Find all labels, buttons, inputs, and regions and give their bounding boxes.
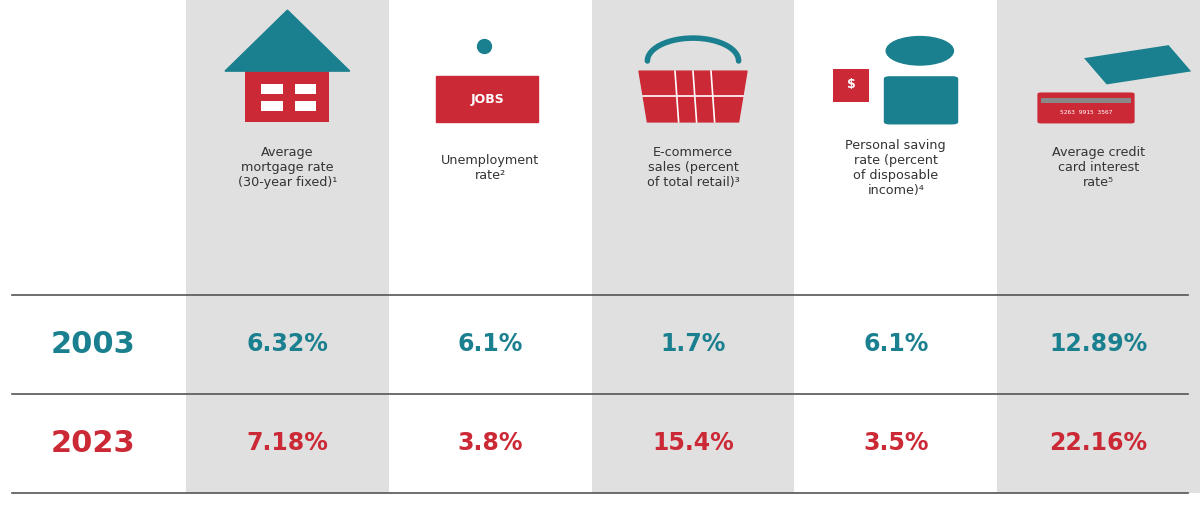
- Text: 5263 9915 3567: 5263 9915 3567: [1060, 110, 1112, 115]
- Text: Average credit
card interest
rate⁵: Average credit card interest rate⁵: [1052, 146, 1145, 189]
- Text: 3.8%: 3.8%: [457, 431, 523, 455]
- Text: 3.5%: 3.5%: [863, 431, 929, 455]
- Text: 2023: 2023: [50, 429, 136, 458]
- Text: 15.4%: 15.4%: [652, 431, 734, 455]
- Text: 2003: 2003: [50, 330, 136, 359]
- Text: 6.1%: 6.1%: [863, 332, 929, 356]
- Text: 22.16%: 22.16%: [1050, 431, 1147, 455]
- Text: E-commerce
sales (percent
of total retail)³: E-commerce sales (percent of total retai…: [647, 146, 739, 189]
- Text: 12.89%: 12.89%: [1050, 332, 1147, 356]
- Bar: [295, 84, 317, 94]
- Text: Personal saving
rate (percent
of disposable
income)⁴: Personal saving rate (percent of disposa…: [846, 139, 946, 197]
- Bar: [295, 101, 317, 111]
- Bar: [262, 101, 283, 111]
- Polygon shape: [1084, 45, 1192, 84]
- Bar: [833, 69, 869, 102]
- Polygon shape: [226, 10, 350, 71]
- Text: JOBS: JOBS: [470, 92, 505, 106]
- Bar: [245, 71, 329, 122]
- Polygon shape: [640, 71, 748, 122]
- Bar: [1042, 98, 1132, 103]
- Text: Unemployment
rate²: Unemployment rate²: [442, 153, 539, 182]
- FancyBboxPatch shape: [1037, 92, 1135, 123]
- Text: Average
mortgage rate
(30-year fixed)¹: Average mortgage rate (30-year fixed)¹: [238, 146, 337, 189]
- Text: 7.18%: 7.18%: [246, 431, 329, 455]
- Text: 6.1%: 6.1%: [457, 332, 523, 356]
- Bar: [186, 0, 389, 493]
- Text: 1.7%: 1.7%: [660, 332, 726, 356]
- FancyBboxPatch shape: [883, 76, 958, 124]
- Text: $: $: [847, 78, 856, 91]
- Bar: [592, 0, 794, 493]
- Bar: [262, 84, 283, 94]
- Circle shape: [886, 37, 954, 65]
- Polygon shape: [437, 76, 538, 122]
- Bar: [997, 0, 1200, 493]
- Text: 6.32%: 6.32%: [246, 332, 329, 356]
